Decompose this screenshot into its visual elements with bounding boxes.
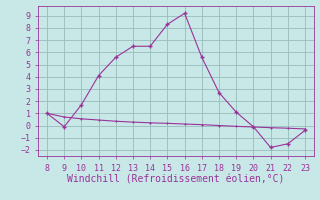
X-axis label: Windchill (Refroidissement éolien,°C): Windchill (Refroidissement éolien,°C) bbox=[67, 174, 285, 184]
